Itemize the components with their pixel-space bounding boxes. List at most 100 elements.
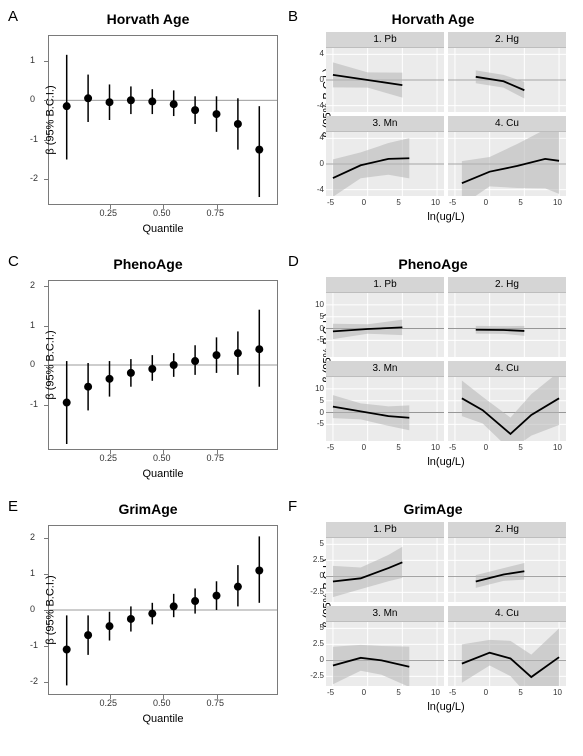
xlabel-C: Quantile	[48, 468, 278, 480]
facet-grid-D: 1. Pb-505102. Hg3. Mn-50510-505104. Cu-5…	[326, 277, 578, 441]
facet-plot	[448, 377, 566, 441]
panel-title-D: PhenoAge	[288, 256, 578, 272]
facet-plot	[448, 293, 566, 357]
panel-label-C: C	[8, 253, 19, 270]
facet-header: 1. Pb	[326, 32, 444, 48]
facet-xtick: 0	[362, 198, 366, 207]
xlabel-A: Quantile	[48, 223, 278, 235]
scatter-area-C: β (95% B.C.I.) 0.250.500.75-1012	[48, 280, 278, 450]
facet-plot	[326, 377, 444, 441]
facet-header: 2. Hg	[448, 277, 566, 293]
facet-ytick: 5	[304, 539, 324, 548]
xtick-label: 0.25	[100, 453, 118, 463]
xtick-label: 0.75	[207, 208, 225, 218]
panel-label-E: E	[8, 498, 18, 515]
facet-ytick: 10	[304, 300, 324, 309]
xlabel-E: Quantile	[48, 713, 278, 725]
facet-xtick: 5	[396, 443, 400, 452]
panel-title-C: PhenoAge	[8, 256, 288, 272]
facet-grid-B: 1. Pb-4042. Hg3. Mn-404-505104. Cu-50510	[326, 32, 578, 196]
facet-plot	[326, 293, 444, 357]
panel-label-F: F	[288, 498, 297, 515]
facet-ytick: 0	[304, 571, 324, 580]
facet-xtick: -5	[449, 688, 456, 697]
facet-header: 3. Mn	[326, 116, 444, 132]
facet-xtick: 0	[484, 198, 488, 207]
ytick-label: 0	[30, 94, 44, 104]
facet: 2. Hg	[448, 32, 566, 112]
facet-xtick: -5	[449, 443, 456, 452]
ylabel-A: β (95% B.C.I.)	[45, 85, 57, 154]
panel-D: D PhenoAge β (95% B.C.I.) 1. Pb-505102. …	[288, 253, 578, 498]
facet-xtick: 10	[553, 443, 562, 452]
scatter-border	[48, 525, 278, 695]
facet: 2. Hg	[448, 277, 566, 357]
panel-label-B: B	[288, 8, 298, 25]
scatter-border	[48, 35, 278, 205]
facet-xtick: 10	[553, 688, 562, 697]
facet-xtick: 5	[396, 198, 400, 207]
facet-xtick: 5	[396, 688, 400, 697]
facet-ytick: -4	[304, 185, 324, 194]
panel-F: F GrimAge β (95% B.C.I.) 1. Pb-2.502.552…	[288, 498, 578, 743]
facet-xtick: -5	[327, 688, 334, 697]
scatter-border	[48, 280, 278, 450]
facet-xtick: -5	[327, 198, 334, 207]
facet-xtick: 0	[362, 688, 366, 697]
facet-header: 4. Cu	[448, 116, 566, 132]
facet-xtick: 5	[518, 443, 522, 452]
ytick-label: -2	[30, 676, 44, 686]
facet-xtick: 10	[431, 198, 440, 207]
xlabel-F: ln(ug/L)	[326, 701, 566, 713]
facet-ytick: 2.5	[304, 639, 324, 648]
panel-title-A: Horvath Age	[8, 11, 288, 27]
facet-ytick: 5	[304, 623, 324, 632]
facet-ytick: -5	[304, 335, 324, 344]
facet-xtick: 10	[431, 688, 440, 697]
xtick-label: 0.75	[207, 698, 225, 708]
facet-ytick: 0	[304, 159, 324, 168]
facet: 3. Mn-404-50510	[326, 116, 444, 196]
panel-A: A Horvath Age β (95% B.C.I.) 0.250.500.7…	[8, 8, 288, 253]
facet-ytick: 0	[304, 75, 324, 84]
scatter-area-A: β (95% B.C.I.) 0.250.500.75-2-101	[48, 35, 278, 205]
ytick-label: -1	[30, 640, 44, 650]
facet-header: 2. Hg	[448, 522, 566, 538]
facet-header: 1. Pb	[326, 277, 444, 293]
xtick-label: 0.50	[153, 698, 171, 708]
ytick-label: -1	[30, 399, 44, 409]
panel-title-E: GrimAge	[8, 501, 288, 517]
facet: 3. Mn-2.502.55-50510	[326, 606, 444, 686]
facet-plot	[448, 132, 566, 196]
facet-header: 3. Mn	[326, 606, 444, 622]
facet-ytick: -5	[304, 419, 324, 428]
facet-xtick: 5	[518, 688, 522, 697]
ytick-label: 2	[30, 280, 44, 290]
facet-plot	[326, 132, 444, 196]
facet: 4. Cu-50510	[448, 361, 566, 441]
xtick-label: 0.25	[100, 208, 118, 218]
facet-xtick: 5	[518, 198, 522, 207]
facet-xtick: -5	[449, 198, 456, 207]
facet-ytick: -2.5	[304, 671, 324, 680]
facet-plot	[326, 622, 444, 686]
xlabel-D: ln(ug/L)	[326, 456, 566, 468]
facet: 2. Hg	[448, 522, 566, 602]
facet-header: 4. Cu	[448, 606, 566, 622]
ytick-label: 0	[30, 359, 44, 369]
facet-plot	[326, 48, 444, 112]
facet-header: 3. Mn	[326, 361, 444, 377]
facet-grid-F: 1. Pb-2.502.552. Hg 3. Mn-2.502.55-505104…	[326, 522, 578, 686]
facet-ytick: 10	[304, 384, 324, 393]
facet-ytick: 5	[304, 396, 324, 405]
facet-ytick: 4	[304, 133, 324, 142]
ytick-label: -2	[30, 173, 44, 183]
facet-xtick: 10	[553, 198, 562, 207]
facet: 1. Pb-2.502.55	[326, 522, 444, 602]
facet-xtick: 0	[484, 688, 488, 697]
facet-header: 1. Pb	[326, 522, 444, 538]
facet-ytick: 2.5	[304, 555, 324, 564]
facet-plot	[448, 48, 566, 112]
facet-ytick: -4	[304, 101, 324, 110]
ytick-label: 2	[30, 532, 44, 542]
